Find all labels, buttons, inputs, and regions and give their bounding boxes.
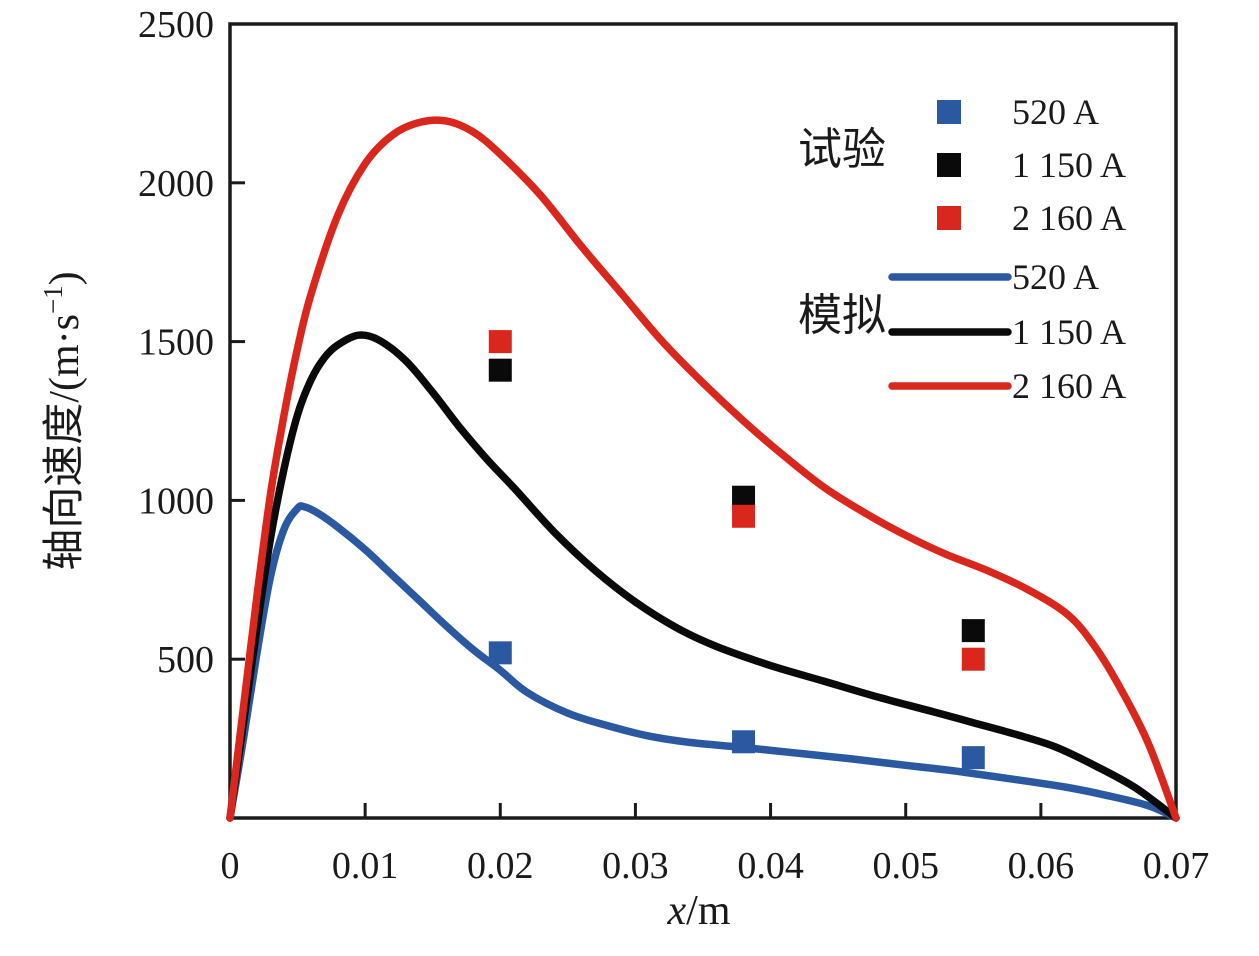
legend-group-label-simulation: 模拟 (798, 291, 886, 340)
x-tick-label: 0.03 (602, 845, 669, 887)
x-tick-label: 0.05 (872, 845, 939, 887)
experiment-marker-1150A (961, 619, 985, 643)
legend-item-label: 2 160 A (1012, 366, 1126, 406)
legend-item-label: 2 160 A (1012, 198, 1126, 238)
experiment-marker-2160A (488, 330, 512, 354)
y-tick-label: 2500 (138, 4, 214, 46)
y-axis-label: 轴向速度/(m·s−1) (38, 271, 88, 570)
legend-item-label: 1 150 A (1012, 312, 1126, 352)
legend-square-swatch (937, 100, 961, 124)
legend-item-label: 520 A (1012, 257, 1099, 297)
simulation-curve-1150A (226, 331, 1180, 822)
legend-square-swatch (937, 206, 961, 230)
y-tick-label: 500 (157, 639, 214, 681)
x-tick-label: 0.01 (332, 845, 399, 887)
x-axis-label: x/m (667, 888, 731, 934)
legend-group-label-experiment: 试验 (798, 125, 886, 174)
experiment-marker-1150A (732, 485, 756, 509)
y-tick-label: 2000 (138, 163, 214, 205)
simulation-curve-2160A (226, 116, 1180, 822)
experiment-marker-2160A (732, 504, 756, 528)
x-tick-label: 0.06 (1008, 845, 1075, 887)
experiment-marker-520A (961, 746, 985, 770)
experiment-marker-520A (732, 730, 756, 754)
y-tick-label: 1000 (138, 480, 214, 522)
simulation-curve-520A (226, 502, 1180, 822)
legend-square-swatch (937, 153, 961, 177)
legend-item-label: 520 A (1012, 92, 1099, 132)
plot-frame (228, 22, 1178, 820)
x-tick-label: 0.02 (467, 845, 534, 887)
y-tick-label: 1500 (138, 322, 214, 364)
experiment-marker-2160A (961, 647, 985, 671)
legend-item-label: 1 150 A (1012, 145, 1126, 185)
x-tick-label: 0.07 (1143, 845, 1210, 887)
experiment-marker-1150A (488, 358, 512, 382)
experiment-marker-520A (488, 641, 512, 665)
x-tick-label: 0 (221, 845, 240, 887)
x-tick-label: 0.04 (737, 845, 804, 887)
